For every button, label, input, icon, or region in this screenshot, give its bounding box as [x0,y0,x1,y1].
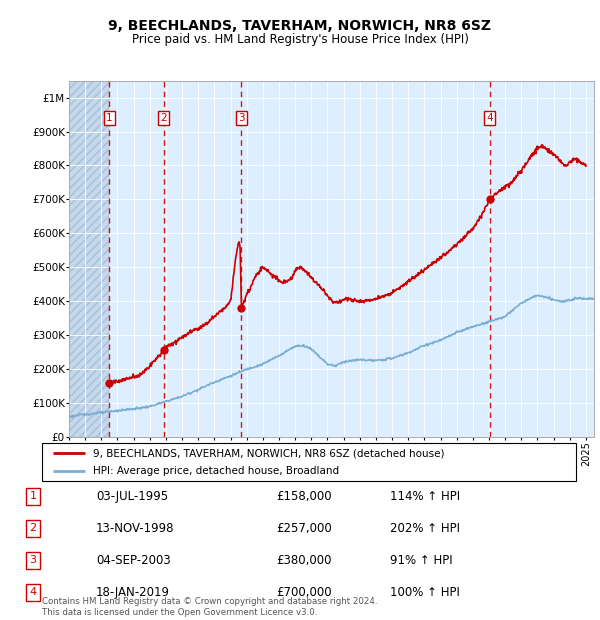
Text: 9, BEECHLANDS, TAVERHAM, NORWICH, NR8 6SZ (detached house): 9, BEECHLANDS, TAVERHAM, NORWICH, NR8 6S… [93,448,444,458]
Text: Contains HM Land Registry data © Crown copyright and database right 2024.
This d: Contains HM Land Registry data © Crown c… [42,598,377,617]
Text: 9, BEECHLANDS, TAVERHAM, NORWICH, NR8 6SZ: 9, BEECHLANDS, TAVERHAM, NORWICH, NR8 6S… [109,19,491,33]
Text: 18-JAN-2019: 18-JAN-2019 [96,586,170,599]
Text: 04-SEP-2003: 04-SEP-2003 [96,554,171,567]
Text: 114% ↑ HPI: 114% ↑ HPI [390,490,460,503]
Text: 13-NOV-1998: 13-NOV-1998 [96,522,175,535]
Text: £158,000: £158,000 [276,490,332,503]
Text: £700,000: £700,000 [276,586,332,599]
Text: Price paid vs. HM Land Registry's House Price Index (HPI): Price paid vs. HM Land Registry's House … [131,33,469,45]
Text: 100% ↑ HPI: 100% ↑ HPI [390,586,460,599]
Text: 3: 3 [29,556,37,565]
Text: 1: 1 [29,492,37,502]
Bar [69,81,109,437]
Text: 4: 4 [29,588,37,598]
Text: 3: 3 [238,113,245,123]
Text: £257,000: £257,000 [276,522,332,535]
Bar [69,81,109,437]
Text: 4: 4 [487,113,493,123]
Text: £380,000: £380,000 [276,554,331,567]
Text: 2: 2 [161,113,167,123]
Text: 1: 1 [106,113,113,123]
Text: HPI: Average price, detached house, Broadland: HPI: Average price, detached house, Broa… [93,466,339,476]
Text: 2: 2 [29,523,37,533]
Text: 202% ↑ HPI: 202% ↑ HPI [390,522,460,535]
Text: 03-JUL-1995: 03-JUL-1995 [96,490,168,503]
Text: 91% ↑ HPI: 91% ↑ HPI [390,554,452,567]
